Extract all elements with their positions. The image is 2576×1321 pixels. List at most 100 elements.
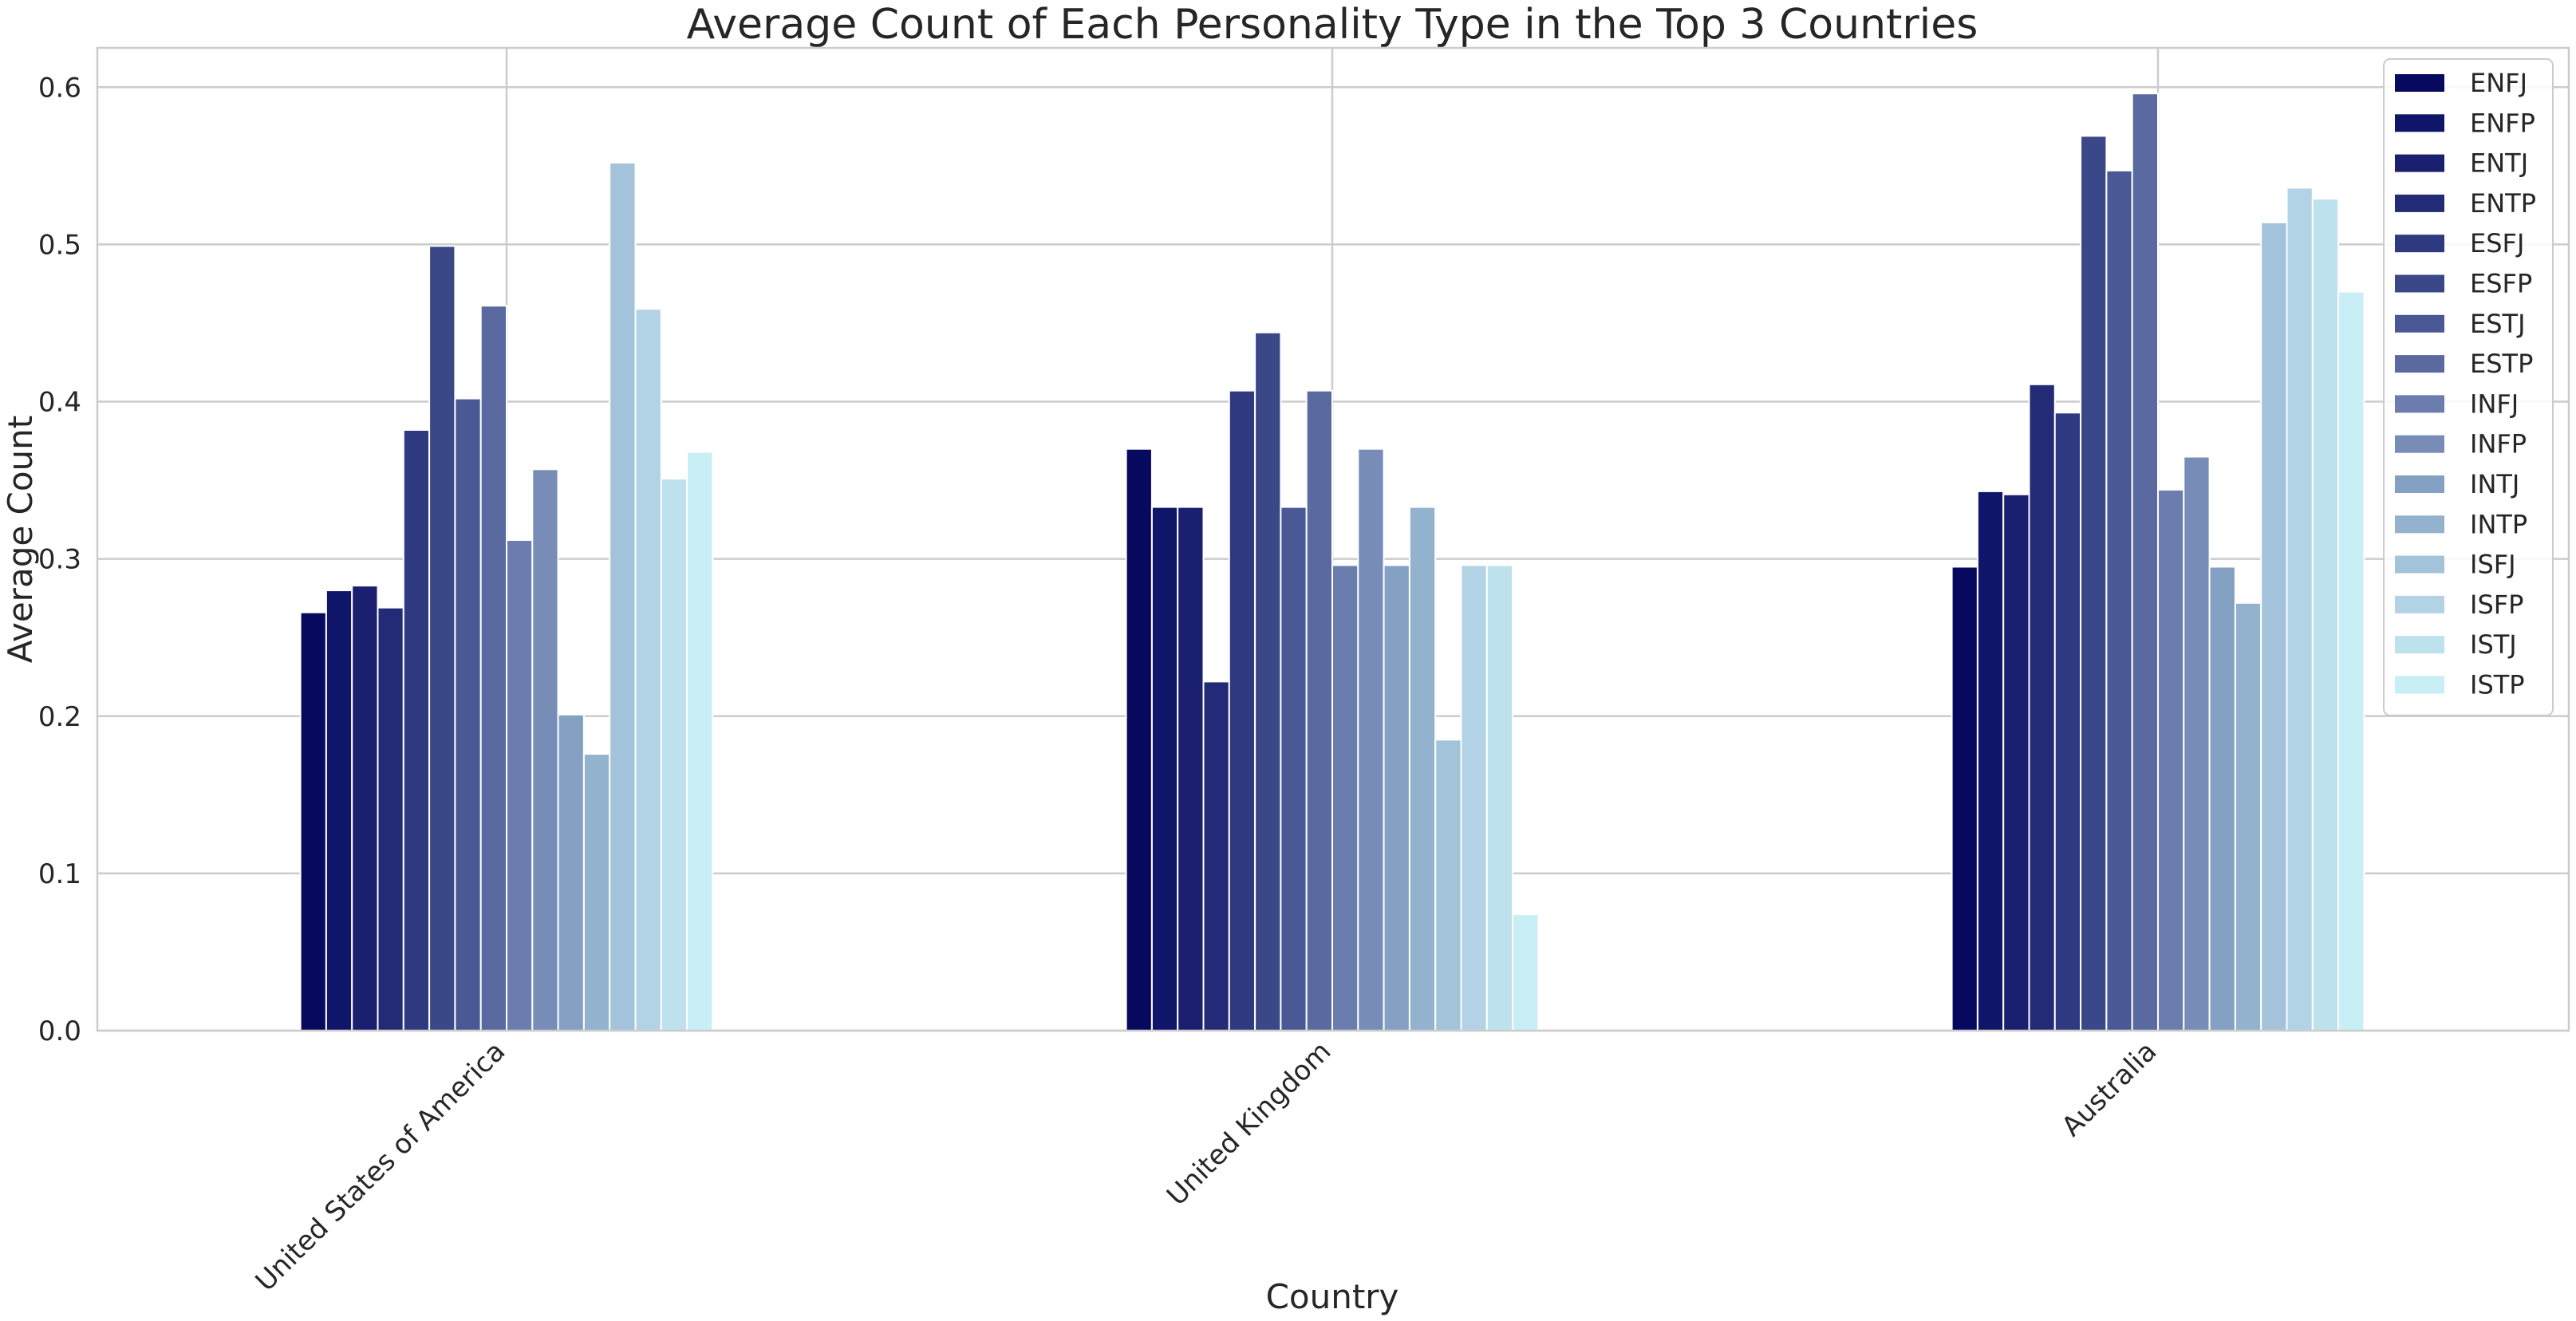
legend-label-infj: INFJ: [2470, 388, 2519, 419]
bar-enfp-0: [325, 590, 353, 1031]
bar-infj-1: [1331, 564, 1359, 1031]
bar-estp-2: [2131, 93, 2159, 1032]
bar-intp-1: [1408, 506, 1437, 1031]
bar-entp-0: [377, 606, 404, 1031]
bar-isfj-2: [2260, 221, 2288, 1031]
bar-enfj-1: [1125, 448, 1153, 1031]
legend-swatch-intj: [2395, 475, 2444, 493]
legend-label-isfp: ISFP: [2470, 590, 2523, 620]
bar-istj-2: [2311, 198, 2340, 1032]
bar-istp-1: [1512, 913, 1540, 1031]
bar-intj-0: [557, 713, 585, 1031]
legend-label-istp: ISTP: [2470, 670, 2525, 700]
bar-esfj-1: [1228, 389, 1256, 1031]
plot-frame: [96, 46, 2570, 1032]
legend: ENFJ ENFP ENTJ ENTP ESFJ ESFP ESTJ ESTP INFJ INFP…: [2383, 58, 2554, 716]
y-tick-label: 0.1: [38, 858, 81, 890]
bar-intp-2: [2234, 601, 2262, 1031]
bar-istp-2: [2337, 290, 2365, 1031]
bar-entp-2: [2028, 383, 2056, 1031]
bar-istp-0: [686, 451, 714, 1031]
legend-label-enfp: ENFP: [2470, 108, 2535, 138]
bar-estj-0: [454, 397, 482, 1032]
bar-isfp-1: [1460, 564, 1488, 1031]
bar-enfp-2: [1976, 490, 2005, 1031]
legend-swatch-estp: [2395, 355, 2444, 373]
legend-label-intp: INTP: [2470, 509, 2527, 539]
legend-swatch-esfj: [2395, 235, 2444, 253]
x-tick-label: Australia: [2056, 1035, 2164, 1143]
legend-label-istj: ISTJ: [2470, 629, 2517, 660]
x-axis-label: Country: [1266, 1277, 1399, 1316]
bar-entj-1: [1177, 506, 1205, 1031]
y-tick-label: 0.6: [38, 72, 81, 104]
bar-estp-0: [479, 305, 508, 1031]
y-tick-label: 0.3: [38, 544, 81, 576]
bar-enfj-0: [299, 611, 327, 1031]
legend-label-entj: ENTJ: [2470, 148, 2528, 179]
legend-swatch-estj: [2395, 314, 2444, 333]
bar-entj-0: [351, 585, 379, 1031]
bar-estj-2: [2105, 169, 2133, 1031]
bar-intj-1: [1383, 564, 1410, 1031]
chart-title: Average Count of Each Personality Type i…: [687, 1, 1978, 49]
y-axis-ticks: 0.0 0.1 0.2 0.3 0.4 0.5 0.6: [38, 72, 81, 1047]
legend-label-esfj: ESFJ: [2470, 228, 2524, 258]
bars: [299, 93, 2365, 1032]
bar-esfj-2: [2053, 412, 2082, 1031]
bar-estj-1: [1280, 506, 1308, 1031]
legend-swatch-esfp: [2395, 274, 2444, 293]
legend-swatch-entp: [2395, 194, 2444, 212]
legend-swatch-istj: [2395, 636, 2444, 654]
bar-enfj-2: [1951, 566, 1978, 1031]
bar-isfj-0: [609, 161, 637, 1031]
legend-swatch-intp: [2395, 515, 2444, 534]
x-axis-ticks: United States of America United Kingdom Au…: [250, 1035, 2164, 1298]
x-tick-label: United States of America: [250, 1035, 512, 1298]
bar-infj-2: [2157, 488, 2185, 1031]
legend-label-estj: ESTJ: [2470, 309, 2526, 339]
bar-isfp-2: [2286, 187, 2314, 1031]
y-tick-label: 0.0: [38, 1015, 81, 1047]
bar-estp-1: [1305, 389, 1333, 1031]
bar-entp-1: [1202, 680, 1230, 1032]
legend-swatch-enfp: [2395, 114, 2444, 132]
legend-swatch-isfj: [2395, 555, 2444, 574]
legend-box: [2383, 58, 2554, 716]
legend-swatch-enfj: [2395, 74, 2444, 92]
y-tick-label: 0.5: [38, 229, 81, 261]
bar-intp-0: [582, 753, 611, 1031]
legend-swatch-infp: [2395, 435, 2444, 453]
bar-enfp-1: [1150, 506, 1179, 1031]
legend-swatch-entj: [2395, 154, 2444, 172]
legend-label-infp: INFP: [2470, 429, 2527, 459]
bar-infp-2: [2183, 455, 2211, 1031]
bar-infp-1: [1357, 448, 1385, 1031]
bar-esfp-0: [428, 245, 456, 1031]
y-axis-label: Average Count: [1, 416, 40, 664]
legend-swatch-isfp: [2395, 595, 2444, 613]
bar-istj-1: [1485, 564, 1514, 1031]
legend-label-esfp: ESFP: [2470, 269, 2532, 299]
legend-swatch-infj: [2395, 395, 2444, 413]
bar-esfp-1: [1254, 331, 1282, 1031]
bar-infp-0: [531, 468, 559, 1031]
legend-label-estp: ESTP: [2470, 349, 2533, 379]
x-tick-label: United Kingdom: [1161, 1035, 1337, 1212]
bar-esfp-2: [2080, 135, 2108, 1031]
bar-istj-0: [660, 478, 688, 1031]
bar-isfj-1: [1434, 739, 1462, 1031]
bar-esfj-0: [402, 429, 431, 1031]
y-tick-label: 0.2: [38, 701, 81, 733]
bar-entj-2: [2002, 493, 2030, 1031]
legend-label-intj: INTJ: [2470, 469, 2519, 499]
y-tick-label: 0.4: [38, 387, 81, 419]
bar-intj-2: [2208, 566, 2236, 1031]
bar-isfp-0: [634, 308, 662, 1031]
bar-infj-0: [506, 539, 534, 1031]
legend-swatch-istp: [2395, 676, 2444, 694]
legend-label-enfj: ENFJ: [2470, 68, 2527, 98]
legend-label-entp: ENTP: [2470, 188, 2536, 219]
legend-label-isfj: ISFJ: [2470, 550, 2516, 580]
